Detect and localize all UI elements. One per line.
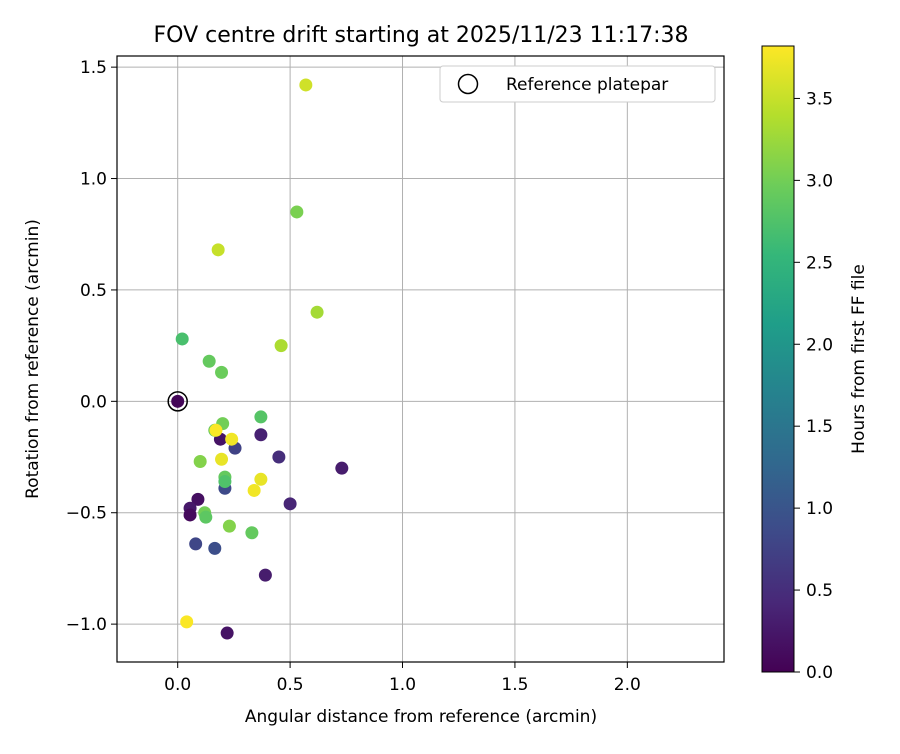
x-tick-label: 1.5 (501, 675, 528, 695)
data-point (258, 568, 272, 582)
data-point (254, 428, 268, 442)
data-point (254, 410, 268, 424)
data-point (209, 423, 223, 437)
data-point (202, 354, 216, 368)
data-point (208, 541, 222, 555)
data-point (193, 454, 207, 468)
data-point (191, 492, 205, 506)
x-tick-label: 1.0 (389, 675, 416, 695)
x-tick-label: 0.5 (277, 675, 304, 695)
data-point (254, 472, 268, 486)
data-point (211, 243, 225, 257)
legend-label: Reference platepar (506, 75, 668, 95)
data-point (247, 483, 261, 497)
colorbar-label: Hours from first FF file (849, 264, 869, 454)
colorbar-tick-label: 2.5 (806, 253, 833, 273)
y-tick-label: −1.0 (66, 615, 107, 635)
data-point (225, 432, 239, 446)
data-point (183, 508, 197, 522)
data-point (310, 305, 324, 319)
colorbar-tick-label: 1.0 (806, 499, 833, 519)
data-points (167, 78, 349, 640)
legend-marker-icon (457, 73, 479, 95)
data-point (245, 526, 259, 540)
legend-box (439, 65, 716, 103)
colorbar-tick-label: 3.5 (806, 89, 833, 109)
y-tick-label: 0.0 (80, 392, 107, 412)
colorbar-tick-label: 0.0 (806, 663, 833, 683)
x-axis-label: Angular distance from reference (arcmin) (245, 707, 597, 727)
colorbar-tick-label: 1.5 (806, 417, 833, 437)
colorbar-ticks: 0.0 0.5 1.0 1.5 2.0 2.5 3.0 3.5 (794, 89, 833, 683)
data-point (272, 450, 286, 464)
data-point (215, 452, 229, 466)
legend: Reference platepar (439, 65, 716, 103)
reference-marker (167, 391, 188, 412)
data-point (335, 461, 349, 475)
data-point (215, 365, 229, 379)
data-point (218, 475, 232, 489)
chart-title: FOV centre drift starting at 2025/11/23 … (154, 23, 689, 48)
data-point (189, 537, 203, 551)
data-point (175, 332, 189, 346)
y-tick-label: −0.5 (66, 504, 107, 524)
data-point (220, 626, 234, 640)
plot-frame (116, 55, 725, 663)
data-point (180, 615, 194, 629)
y-tick-label: 1.5 (80, 58, 107, 78)
colorbar-tick-label: 0.5 (806, 581, 833, 601)
data-point (199, 510, 213, 524)
colorbar: 0.0 0.5 1.0 1.5 2.0 2.5 3.0 3.5 Hours from firs… (761, 45, 869, 683)
colorbar-tick-label: 3.0 (806, 171, 833, 191)
x-tick-label: 2.0 (614, 675, 641, 695)
x-tick-label: 0.0 (164, 675, 191, 695)
y-tick-label: 1.0 (80, 170, 107, 190)
y-axis-ticks: −1.0 −0.5 0.0 0.5 1.0 1.5 (66, 58, 117, 635)
colorbar-tick-label: 2.0 (806, 335, 833, 355)
data-point (274, 339, 288, 353)
x-axis-ticks: 0.0 0.5 1.0 1.5 2.0 (164, 662, 641, 695)
data-point (222, 519, 236, 533)
colorbar-gradient (761, 45, 795, 673)
data-point (290, 205, 304, 219)
y-tick-label: 0.5 (80, 281, 107, 301)
data-point (283, 497, 297, 511)
data-point (171, 394, 185, 408)
y-axis-label: Rotation from reference (arcmin) (23, 219, 43, 499)
data-point (299, 78, 313, 92)
grid (117, 56, 724, 662)
